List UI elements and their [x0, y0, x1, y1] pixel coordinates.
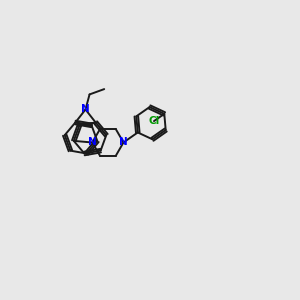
Text: N: N: [119, 137, 128, 147]
Text: Cl: Cl: [148, 116, 160, 126]
Text: N: N: [88, 137, 97, 147]
Text: N: N: [81, 104, 90, 115]
